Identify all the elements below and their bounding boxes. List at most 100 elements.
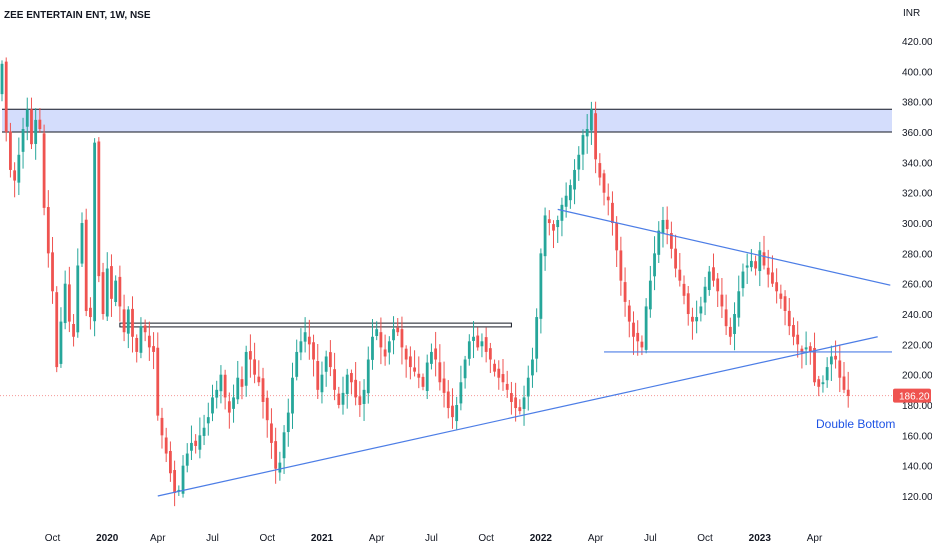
candle-body — [413, 367, 416, 372]
candle-body — [686, 293, 690, 315]
candle-body — [707, 271, 711, 291]
candle-body — [438, 362, 442, 383]
candle-body — [754, 261, 757, 269]
annotation-double-bottom[interactable]: Double Bottom — [816, 417, 895, 431]
candle-body — [842, 376, 846, 390]
candle-body — [695, 317, 699, 322]
candle-body — [484, 337, 488, 352]
candle-body — [261, 378, 265, 402]
candle-body — [387, 341, 391, 353]
candle-body — [345, 374, 349, 394]
candle-body — [135, 337, 139, 352]
candle-body — [110, 266, 113, 299]
candle-body — [354, 379, 358, 398]
candle-body — [274, 441, 278, 469]
candle-body — [328, 352, 332, 368]
candle-body — [627, 305, 631, 322]
candle-body — [434, 348, 438, 360]
candle-body — [105, 268, 109, 317]
falling-trendline — [557, 208, 891, 286]
candle-body — [366, 359, 370, 394]
supply-zone — [2, 109, 892, 133]
candle-body — [590, 109, 593, 131]
candle-body — [573, 169, 576, 190]
candle-body — [728, 326, 732, 337]
candle-body — [451, 405, 454, 418]
candle-body — [682, 283, 686, 296]
candle-body — [59, 321, 63, 364]
candle-body — [829, 356, 833, 365]
candle-body — [223, 374, 227, 398]
candle-body — [337, 393, 341, 406]
candle-body — [526, 377, 530, 397]
candle-body — [383, 349, 387, 357]
candle-body — [181, 465, 185, 494]
candle-body — [792, 325, 795, 337]
candle-body — [248, 351, 252, 360]
x-tick-label: Oct — [697, 533, 713, 544]
candle-body — [236, 377, 240, 400]
candle-body — [674, 248, 677, 269]
candle-body — [724, 309, 728, 327]
candle-body — [825, 367, 829, 381]
candle-body — [42, 133, 46, 208]
candle-body — [38, 119, 42, 130]
x-tick-label: Apr — [150, 533, 166, 544]
candle-body — [800, 348, 804, 352]
candle-body — [455, 405, 459, 422]
candle-body — [139, 326, 143, 353]
candle-body — [716, 278, 720, 292]
rising-trendline — [157, 336, 878, 497]
resistance-band — [119, 322, 512, 328]
candle-body — [371, 336, 374, 360]
candle-body — [93, 142, 97, 322]
x-tick-label: 2022 — [530, 533, 553, 544]
x-tick-label: Oct — [478, 533, 494, 544]
y-tick-label: 280.00 — [902, 249, 932, 260]
candle-body — [640, 341, 644, 348]
candle-body — [733, 314, 736, 334]
candle-body — [691, 316, 694, 322]
candle-body — [122, 309, 126, 333]
candle-body — [278, 462, 282, 473]
candle-body — [295, 351, 299, 377]
candle-body — [430, 351, 433, 364]
candle-body — [467, 341, 471, 359]
candle-body — [156, 347, 160, 416]
candle-body — [669, 233, 673, 249]
candle-body — [63, 283, 67, 324]
candle-body — [657, 230, 661, 255]
candle-body — [400, 329, 404, 348]
candle-body — [699, 306, 703, 314]
candle-body — [623, 282, 627, 302]
candle-body — [341, 392, 345, 405]
candle-body — [379, 332, 383, 348]
candle-body — [118, 276, 122, 307]
candle-body — [615, 222, 619, 251]
candle-body — [25, 109, 29, 127]
x-tick-label: Apr — [588, 533, 604, 544]
x-tick-label: 2021 — [311, 533, 334, 544]
x-tick-label: Jul — [206, 533, 219, 544]
candle-body — [215, 389, 219, 398]
candle-body — [198, 435, 202, 450]
candle-body — [0, 63, 4, 95]
candle-body — [518, 407, 522, 412]
candle-body — [493, 363, 496, 372]
candle-body — [152, 346, 155, 352]
candle-body — [164, 437, 168, 454]
candle-body — [531, 359, 534, 376]
candle-body — [749, 260, 753, 268]
candle-body — [358, 396, 362, 406]
candle-body — [408, 356, 412, 368]
candle-body — [324, 356, 328, 372]
candle-body — [522, 397, 526, 409]
candle-body — [606, 196, 610, 201]
candle-body — [333, 369, 336, 390]
candle-body — [510, 393, 513, 402]
candle-body — [598, 163, 602, 178]
candle-body — [472, 336, 475, 341]
candle-body — [126, 309, 130, 334]
